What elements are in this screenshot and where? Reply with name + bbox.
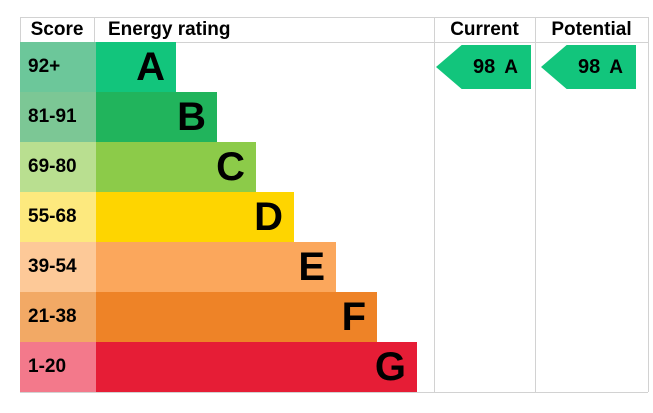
grid-potential-divider [535,17,536,392]
grid-top-line [20,17,648,18]
rating-bar-e: E [96,242,336,292]
rating-bar-g: G [96,342,417,392]
score-range-cell: 1-20 [20,342,96,392]
score-range-cell: 69-80 [20,142,96,192]
rating-bar-b: B [96,92,217,142]
band-rows: 92+ A 81-91 B 69-80 C 55-68 D 39-54 E 21… [20,42,648,392]
rating-bar-f: F [96,292,377,342]
grid-current-divider [434,17,435,392]
grid-left-line [20,17,21,42]
band-row-f: 21-38 F [20,292,648,342]
potential-rating-value: 98 [578,56,601,78]
potential-rating-arrow: 98 A [541,45,636,89]
band-row-a: 92+ A [20,42,648,92]
current-rating-band: A [504,56,518,78]
rating-bar-a: A [96,42,176,92]
band-row-e: 39-54 E [20,242,648,292]
band-row-b: 81-91 B [20,92,648,142]
current-rating-value: 98 [473,56,496,78]
header-current: Current [450,19,519,40]
chart-header: Score Energy rating Current Potential [20,17,648,42]
grid-header-underline [20,42,648,43]
rating-bar-c: C [96,142,256,192]
header-score: Score [30,19,84,40]
rating-bar-d: D [96,192,294,242]
grid-bottom-line [20,392,648,393]
potential-rating-band: A [609,56,623,78]
header-energy-rating: Energy rating [108,19,231,40]
band-row-d: 55-68 D [20,192,648,242]
grid-right-line [648,17,649,392]
score-range-cell: 92+ [20,42,96,92]
score-range-cell: 81-91 [20,92,96,142]
score-range-cell: 55-68 [20,192,96,242]
band-row-g: 1-20 G [20,342,648,392]
score-range-cell: 39-54 [20,242,96,292]
grid-score-divider [94,17,95,42]
band-row-c: 69-80 C [20,142,648,192]
score-range-cell: 21-38 [20,292,96,342]
header-potential: Potential [551,19,632,40]
